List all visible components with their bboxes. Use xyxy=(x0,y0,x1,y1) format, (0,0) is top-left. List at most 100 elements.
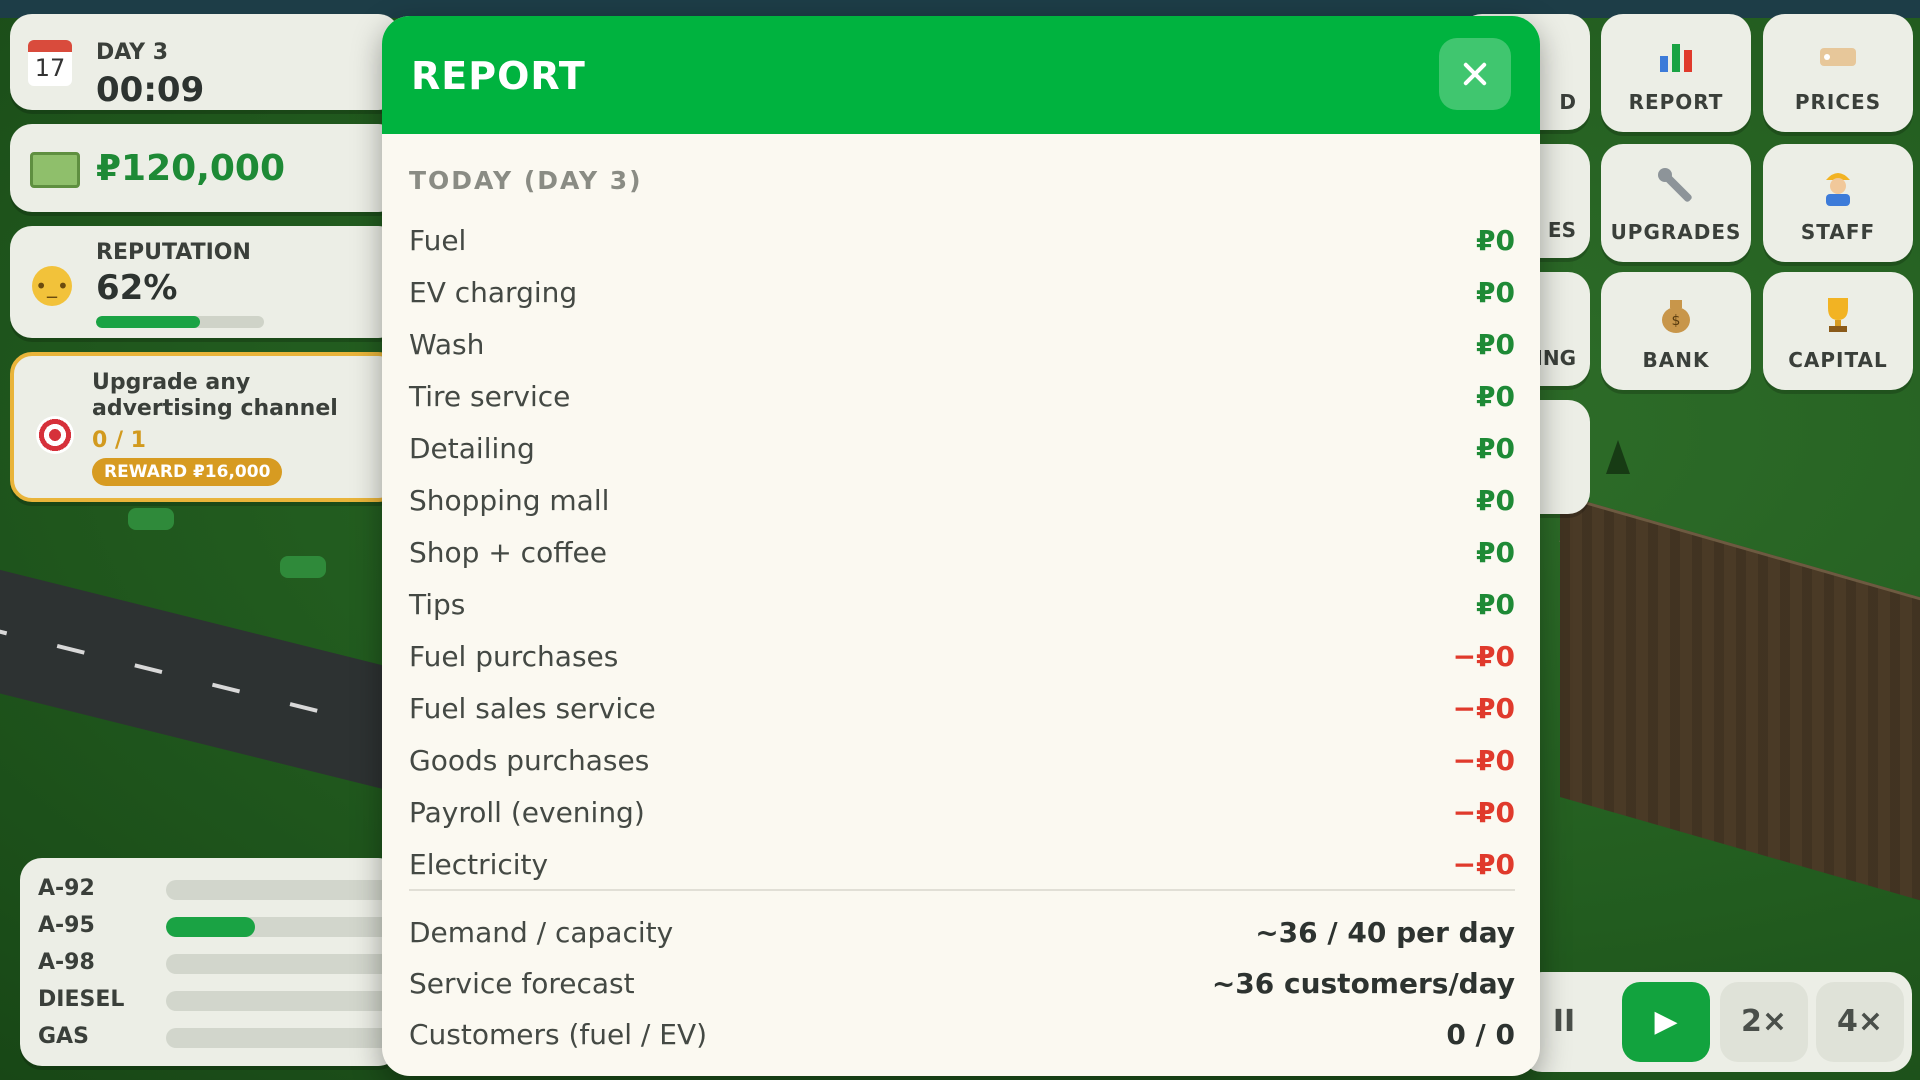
stat-row-value: ~36 customers/day xyxy=(1211,967,1515,1000)
staff-button[interactable]: STAFF xyxy=(1763,144,1913,262)
fuel-level-bar xyxy=(166,1028,406,1048)
reputation-value: 62% xyxy=(96,268,178,308)
tree xyxy=(1606,440,1630,474)
wrench-icon xyxy=(1656,166,1696,206)
report-row: Detailing ₽0 xyxy=(409,432,1515,472)
bank-button[interactable]: $ BANK xyxy=(1601,272,1751,390)
svg-text:$: $ xyxy=(1672,313,1681,329)
report-row: EV charging ₽0 xyxy=(409,276,1515,316)
upgrades-label: UPGRADES xyxy=(1610,220,1742,244)
farm-field xyxy=(1560,494,1920,929)
car xyxy=(128,508,174,530)
section-title: TODAY (DAY 3) xyxy=(409,166,643,195)
stat-row-value: ~36 / 40 per day xyxy=(1255,916,1515,949)
report-row-label: Goods purchases xyxy=(409,744,650,777)
speed-4x-button[interactable]: 4× xyxy=(1816,982,1904,1062)
cash-icon xyxy=(30,152,80,188)
report-row-label: Detailing xyxy=(409,432,535,465)
fuel-level-bar xyxy=(166,880,406,900)
upgrades-button[interactable]: UPGRADES xyxy=(1601,144,1751,262)
report-row-label: Tips xyxy=(409,588,466,621)
report-row-value: ₽0 xyxy=(1476,588,1515,621)
fuel-name: A-98 xyxy=(38,950,95,975)
menu-label-partial: ES xyxy=(1547,218,1576,242)
close-button[interactable] xyxy=(1439,38,1511,110)
report-row-value: ₽0 xyxy=(1476,380,1515,413)
report-modal: REPORT TODAY (DAY 3) Fuel ₽0 EV charging ₽0… xyxy=(382,16,1540,1076)
report-row-value: ₽0 xyxy=(1476,484,1515,517)
reward-badge: REWARD ₽16,000 xyxy=(92,458,283,486)
report-row: Tips ₽0 xyxy=(409,588,1515,628)
reputation-panel: •_• REPUTATION 62% xyxy=(10,226,400,338)
prices-label: PRICES xyxy=(1794,90,1882,114)
money-panel: ₽120,000 xyxy=(10,124,400,212)
report-row-label: Fuel xyxy=(409,224,467,257)
price-tag-icon xyxy=(1818,36,1858,76)
day-clock-panel: 17 DAY 3 00:09 xyxy=(10,14,400,110)
report-row: Fuel purchases −₽0 xyxy=(409,640,1515,680)
report-row-value: ₽0 xyxy=(1476,328,1515,361)
quest-progress: 0 / 1 xyxy=(92,428,146,453)
fuel-name: DIESEL xyxy=(38,987,125,1012)
neutral-face-icon: •_• xyxy=(32,266,72,306)
report-row: Fuel sales service −₽0 xyxy=(409,692,1515,732)
report-row-value: ₽0 xyxy=(1476,536,1515,569)
fuel-level-row: GAS xyxy=(38,1022,418,1052)
report-row: Tire service ₽0 xyxy=(409,380,1515,420)
report-row: Fuel ₽0 xyxy=(409,224,1515,264)
modal-title: REPORT xyxy=(411,54,586,98)
stat-row-label: Service forecast xyxy=(409,967,635,1000)
stat-row: Demand / capacity ~36 / 40 per day xyxy=(409,916,1515,956)
fuel-level-bar xyxy=(166,954,406,974)
stat-row-label: Customers (fuel / EV) xyxy=(409,1018,708,1051)
calendar-icon: 17 xyxy=(28,40,72,86)
report-row-value: ₽0 xyxy=(1476,276,1515,309)
day-label: DAY 3 xyxy=(96,40,169,65)
play-button[interactable]: ▶ xyxy=(1622,982,1710,1062)
staff-label: STAFF xyxy=(1800,220,1876,244)
fuel-level-row: A-95 xyxy=(38,911,418,941)
fuel-level-row: DIESEL xyxy=(38,985,418,1015)
reputation-bar-fill xyxy=(96,316,201,328)
speed-2x-button[interactable]: 2× xyxy=(1720,982,1808,1062)
report-row-label: Shopping mall xyxy=(409,484,610,517)
report-row-value: ₽0 xyxy=(1476,432,1515,465)
bank-label: BANK xyxy=(1642,348,1710,372)
capital-label: CAPITAL xyxy=(1788,348,1888,372)
report-row-label: EV charging xyxy=(409,276,578,309)
report-row-value: ₽0 xyxy=(1476,224,1515,257)
stat-row: Customers (fuel / EV) 0 / 0 xyxy=(409,1018,1515,1058)
report-button[interactable]: REPORT xyxy=(1601,14,1751,132)
report-row: Goods purchases −₽0 xyxy=(409,744,1515,784)
target-icon xyxy=(36,416,74,454)
sky-strip xyxy=(0,0,1920,18)
speed-controls: II ▶ 2× 4× xyxy=(1520,972,1912,1072)
report-row-value: −₽0 xyxy=(1452,848,1515,881)
fuel-level-bar xyxy=(166,991,406,1011)
bar-chart-icon xyxy=(1656,36,1696,76)
fuel-level-fill xyxy=(166,917,255,937)
quest-text: Upgrade any advertising channel xyxy=(92,370,338,421)
reputation-bar xyxy=(96,316,264,328)
prices-button[interactable]: PRICES xyxy=(1763,14,1913,132)
capital-button[interactable]: CAPITAL xyxy=(1763,272,1913,390)
stat-row-value: 0 / 0 xyxy=(1446,1018,1515,1051)
fuel-level-row: A-98 xyxy=(38,948,418,978)
menu-label-partial: D xyxy=(1559,90,1576,114)
report-row-label: Shop + coffee xyxy=(409,536,607,569)
report-row: Shopping mall ₽0 xyxy=(409,484,1515,524)
stat-row-label: Demand / capacity xyxy=(409,916,674,949)
quest-panel[interactable]: Upgrade any advertising channel 0 / 1 RE… xyxy=(10,352,400,502)
pause-button[interactable]: II xyxy=(1552,1004,1576,1039)
divider xyxy=(409,889,1515,891)
money-bag-icon: $ xyxy=(1656,294,1696,334)
car xyxy=(280,556,326,578)
report-row-label: Wash xyxy=(409,328,485,361)
report-row-label: Tire service xyxy=(409,380,571,413)
report-row: Shop + coffee ₽0 xyxy=(409,536,1515,576)
money-balance: ₽120,000 xyxy=(96,148,286,189)
report-row-label: Fuel purchases xyxy=(409,640,619,673)
fuel-level-row: A-92 xyxy=(38,874,418,904)
fuel-name: A-92 xyxy=(38,876,95,901)
fuel-name: GAS xyxy=(38,1024,89,1049)
